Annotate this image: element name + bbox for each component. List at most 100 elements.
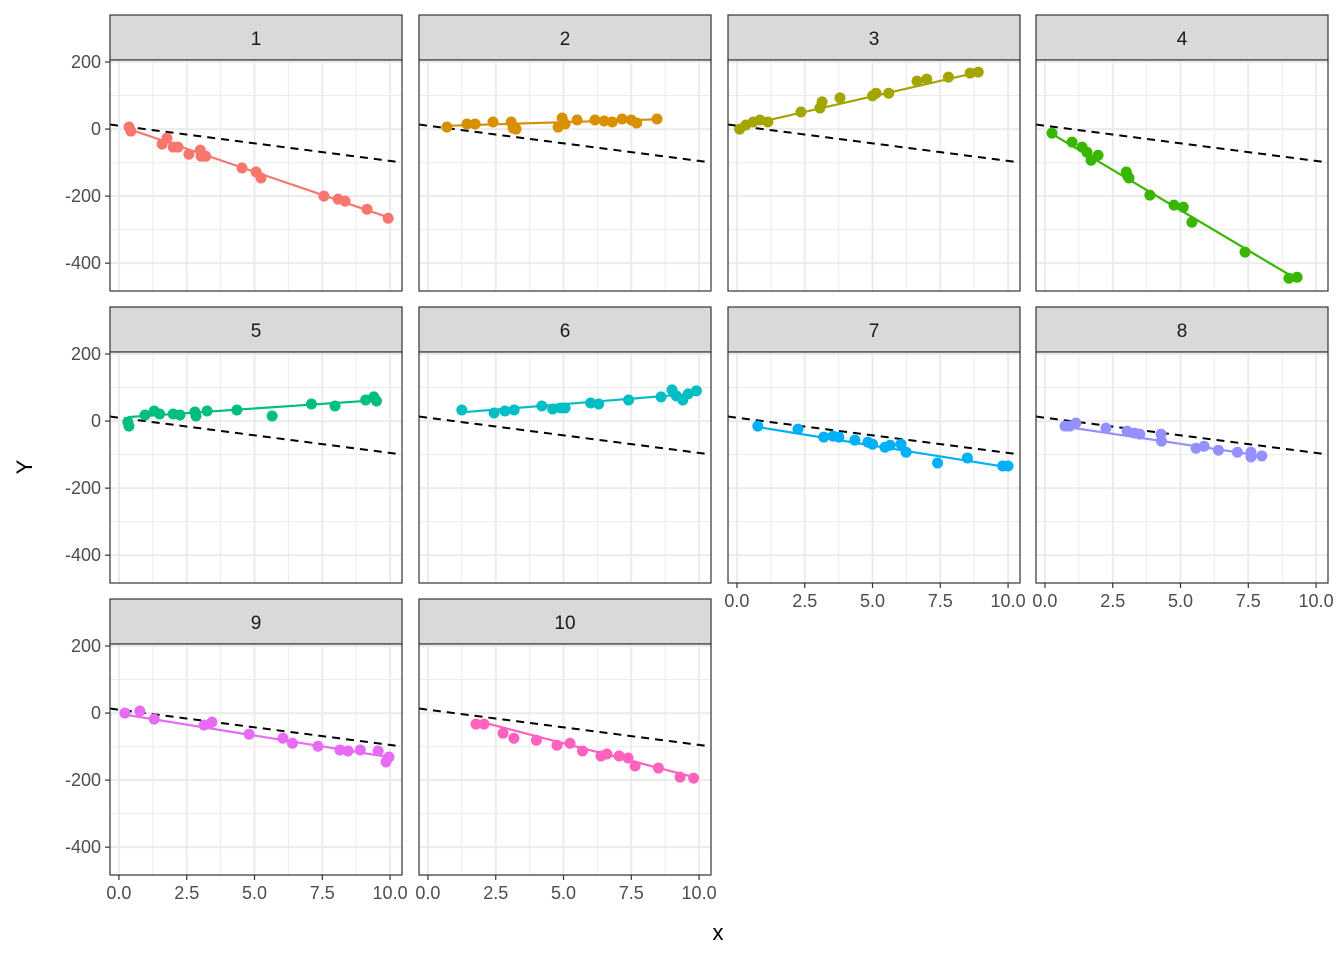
- data-point: [1066, 136, 1078, 148]
- data-point: [911, 75, 923, 87]
- y-tick-label: -200: [65, 478, 101, 498]
- data-point: [1283, 272, 1295, 284]
- data-point: [478, 718, 490, 730]
- y-tick-label: -200: [65, 770, 101, 790]
- data-point: [200, 150, 212, 162]
- data-point: [530, 734, 542, 746]
- reference-line: [109, 415, 403, 456]
- data-point: [1092, 149, 1104, 161]
- data-point: [576, 745, 588, 757]
- data-point: [1177, 201, 1189, 213]
- data-point: [148, 713, 160, 725]
- data-point: [119, 707, 131, 719]
- data-point: [305, 398, 317, 410]
- data-point: [497, 727, 509, 739]
- y-tick-label: 0: [91, 411, 101, 431]
- panel-background: [728, 352, 1020, 583]
- facet-strip: [727, 14, 1021, 61]
- x-tick-label: 7.5: [1236, 591, 1261, 611]
- facet-panel-6: 6: [418, 306, 712, 584]
- data-point: [752, 420, 764, 432]
- data-point: [631, 117, 643, 129]
- data-point: [593, 398, 605, 410]
- facet-strip: [109, 14, 403, 61]
- data-point: [1198, 440, 1210, 452]
- data-point: [1134, 428, 1146, 440]
- data-point: [134, 705, 146, 717]
- reference-line: [418, 415, 712, 456]
- x-axis-title: x: [713, 920, 724, 945]
- data-point: [629, 760, 641, 772]
- facet-strip: [418, 306, 712, 353]
- facet-strip: [418, 14, 712, 61]
- panel-border: [418, 351, 712, 584]
- panel-border: [1035, 59, 1329, 292]
- data-point: [1168, 199, 1180, 211]
- x-tick-label: 7.5: [928, 591, 953, 611]
- x-tick-label: 10.0: [682, 883, 717, 903]
- panel-background: [110, 352, 402, 583]
- y-tick-label: -200: [65, 186, 101, 206]
- panel-border: [1035, 351, 1329, 584]
- data-point: [1291, 271, 1303, 283]
- data-point: [125, 125, 137, 137]
- data-point: [470, 718, 482, 730]
- data-point: [674, 771, 686, 783]
- data-point: [551, 739, 563, 751]
- data-point: [461, 118, 473, 130]
- data-point: [255, 172, 267, 184]
- data-point: [339, 195, 351, 207]
- facet-panel-1: 1 200 0 -200 -400: [65, 14, 403, 292]
- y-tick-label: 0: [91, 119, 101, 139]
- y-axis-title: Y: [12, 459, 37, 474]
- panel-border: [727, 59, 1021, 292]
- data-point: [174, 409, 186, 421]
- panel-background: [419, 644, 711, 875]
- panel-border: [109, 59, 403, 292]
- x-tick-label: 10.0: [991, 591, 1026, 611]
- data-point: [123, 420, 135, 432]
- x-tick-label: 2.5: [792, 591, 817, 611]
- data-point: [488, 407, 500, 419]
- y-tick-label: 200: [71, 52, 101, 72]
- reference-line: [109, 707, 403, 748]
- y-tick-label: 200: [71, 344, 101, 364]
- facet-panel-5: 5 200 0 -200 -400: [65, 306, 403, 584]
- data-point: [867, 438, 879, 450]
- data-point: [1256, 450, 1268, 462]
- facet-strip-label: 2: [560, 29, 571, 50]
- data-point: [508, 404, 520, 416]
- reference-line: [1035, 123, 1329, 164]
- panel-border: [418, 643, 712, 876]
- data-point: [818, 431, 830, 443]
- facet-strip: [109, 598, 403, 645]
- facet-strip-label: 10: [554, 613, 575, 634]
- y-tick-label: 200: [71, 636, 101, 656]
- data-point: [564, 737, 576, 749]
- data-point: [651, 113, 663, 125]
- data-point: [1245, 451, 1257, 463]
- data-point: [487, 116, 499, 128]
- data-point: [795, 106, 807, 118]
- data-point: [1231, 446, 1243, 458]
- x-tick-label: 0.0: [415, 883, 440, 903]
- x-tick-label: 7.5: [619, 883, 644, 903]
- data-point: [183, 148, 195, 160]
- x-tick-label: 5.0: [860, 591, 885, 611]
- data-point: [816, 96, 828, 108]
- facet-panel-10: 10 0.0 2.5 5.0 7.5 10.0: [415, 598, 717, 903]
- data-point: [139, 409, 151, 421]
- x-tick-label: 5.0: [551, 883, 576, 903]
- panel-border: [109, 643, 403, 876]
- facet-strip-label: 6: [560, 321, 571, 342]
- x-tick-label: 7.5: [310, 883, 335, 903]
- facet-strip-label: 3: [869, 29, 880, 50]
- reference-line: [727, 123, 1021, 164]
- data-point: [277, 732, 289, 744]
- reference-line: [1035, 415, 1329, 456]
- fit-line: [739, 71, 979, 128]
- panel-background: [419, 352, 711, 583]
- facet-panel-4: 4: [1035, 14, 1329, 292]
- data-point: [589, 114, 601, 126]
- reference-line: [418, 123, 712, 164]
